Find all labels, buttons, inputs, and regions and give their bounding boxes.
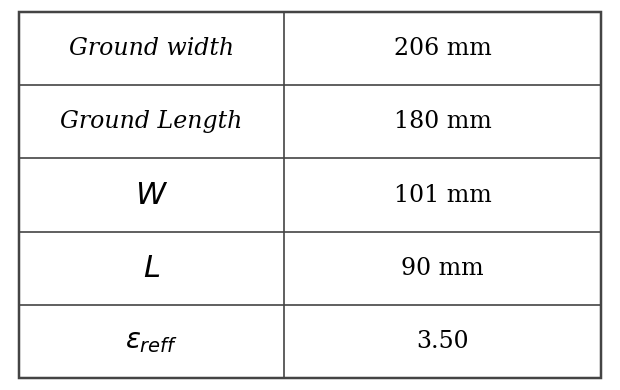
Text: Ground Length: Ground Length (60, 110, 242, 133)
Text: Ground width: Ground width (69, 37, 234, 60)
Text: $\varepsilon_{reff}$: $\varepsilon_{reff}$ (125, 328, 178, 355)
Text: 206 mm: 206 mm (394, 37, 492, 60)
Text: 3.50: 3.50 (416, 330, 469, 353)
Text: 101 mm: 101 mm (394, 184, 492, 206)
Text: $W$: $W$ (135, 179, 168, 211)
Text: 90 mm: 90 mm (401, 257, 484, 280)
Text: 180 mm: 180 mm (394, 110, 492, 133)
Text: $L$: $L$ (143, 253, 160, 284)
